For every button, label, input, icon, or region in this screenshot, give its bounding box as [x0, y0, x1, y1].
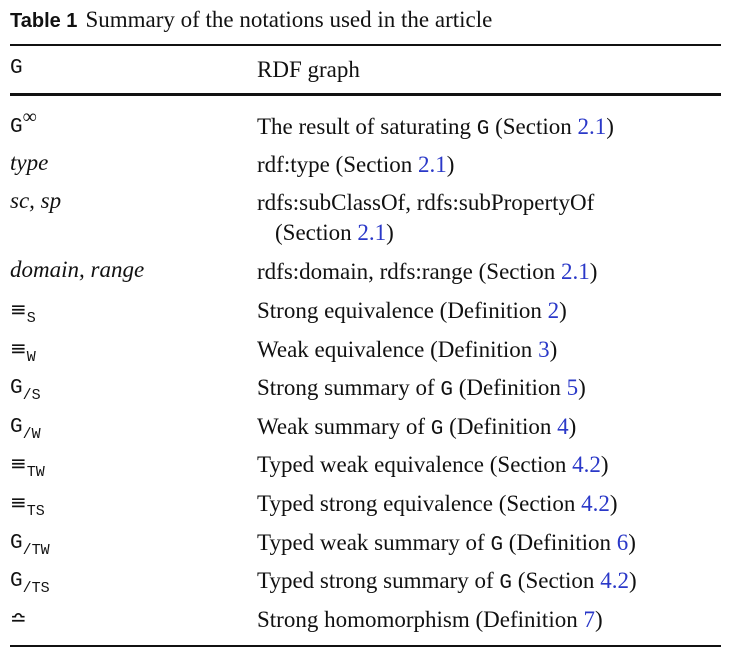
description-cell: Strong equivalence (Definition 2) — [257, 298, 567, 323]
description-cell: The result of saturating G (Section 2.1) — [257, 114, 614, 141]
table-title: Summary of the notations used in the art… — [85, 7, 493, 32]
definition-link[interactable]: 4 — [557, 414, 569, 439]
notation-cell: ≡TW — [10, 451, 45, 481]
description-cell: Strong homomorphism (Definition 7) — [257, 607, 603, 632]
description-cell: Typed strong summary of G (Section 4.2) — [257, 568, 637, 595]
section-link[interactable]: 2.1 — [357, 220, 387, 245]
top-rule — [10, 44, 721, 46]
notation-cell: G∞ — [10, 106, 37, 139]
description-cell: Typed weak summary of G (Definition 6) — [257, 530, 636, 557]
section-link[interactable]: 2.1 — [577, 114, 607, 139]
section-link[interactable]: 4.2 — [581, 491, 610, 516]
notation-cell: G/S — [10, 377, 41, 404]
notation-cell: G/W — [10, 416, 41, 443]
table-caption: Table 1 Summary of the notations used in … — [10, 7, 492, 33]
description-cell: Typed strong equivalence (Section 4.2) — [257, 491, 618, 516]
notation-cell: type — [10, 150, 49, 175]
header-notation: G — [10, 57, 23, 80]
notation-cell: sc, sp — [10, 188, 62, 213]
header-description: RDF graph — [257, 57, 360, 82]
definition-link[interactable]: 7 — [583, 607, 595, 632]
section-link[interactable]: 4.2 — [600, 568, 629, 593]
definition-link[interactable]: 2 — [547, 298, 560, 323]
bottom-rule — [10, 645, 721, 647]
definition-link[interactable]: 6 — [616, 530, 629, 555]
header-rule — [10, 93, 721, 96]
definition-link[interactable]: 3 — [538, 337, 550, 362]
section-link[interactable]: 2.1 — [417, 152, 447, 177]
description-cell: rdfs:domain, rdfs:range (Section 2.1) — [257, 259, 598, 284]
description-cell: Typed weak equivalence (Section 4.2) — [257, 452, 609, 477]
homomorphism-symbol: ≏ — [10, 606, 27, 630]
notation-cell: G/TS — [10, 570, 50, 597]
notation-cell: domain, range — [10, 257, 145, 282]
section-link[interactable]: 4.2 — [572, 452, 601, 477]
definition-link[interactable]: 5 — [566, 375, 579, 400]
description-cell: Weak equivalence (Definition 3) — [257, 337, 558, 362]
description-cell: Weak summary of G (Definition 4) — [257, 414, 577, 441]
description-cell: rdfs:subClassOf, rdfs:subPropertyOf (Sect… — [257, 190, 595, 245]
description-cell: rdf:type (Section 2.1) — [257, 152, 455, 177]
table-label: Table 1 — [10, 10, 78, 32]
notation-cell: ≡W — [10, 336, 36, 366]
description-cell: Strong summary of G (Definition 5) — [257, 375, 586, 402]
notation-cell: G/TW — [10, 532, 50, 559]
notation-cell: ≏ — [10, 605, 27, 631]
notation-cell: ≡S — [10, 297, 36, 327]
section-link[interactable]: 2.1 — [561, 259, 590, 284]
notation-cell: ≡TS — [10, 490, 45, 520]
